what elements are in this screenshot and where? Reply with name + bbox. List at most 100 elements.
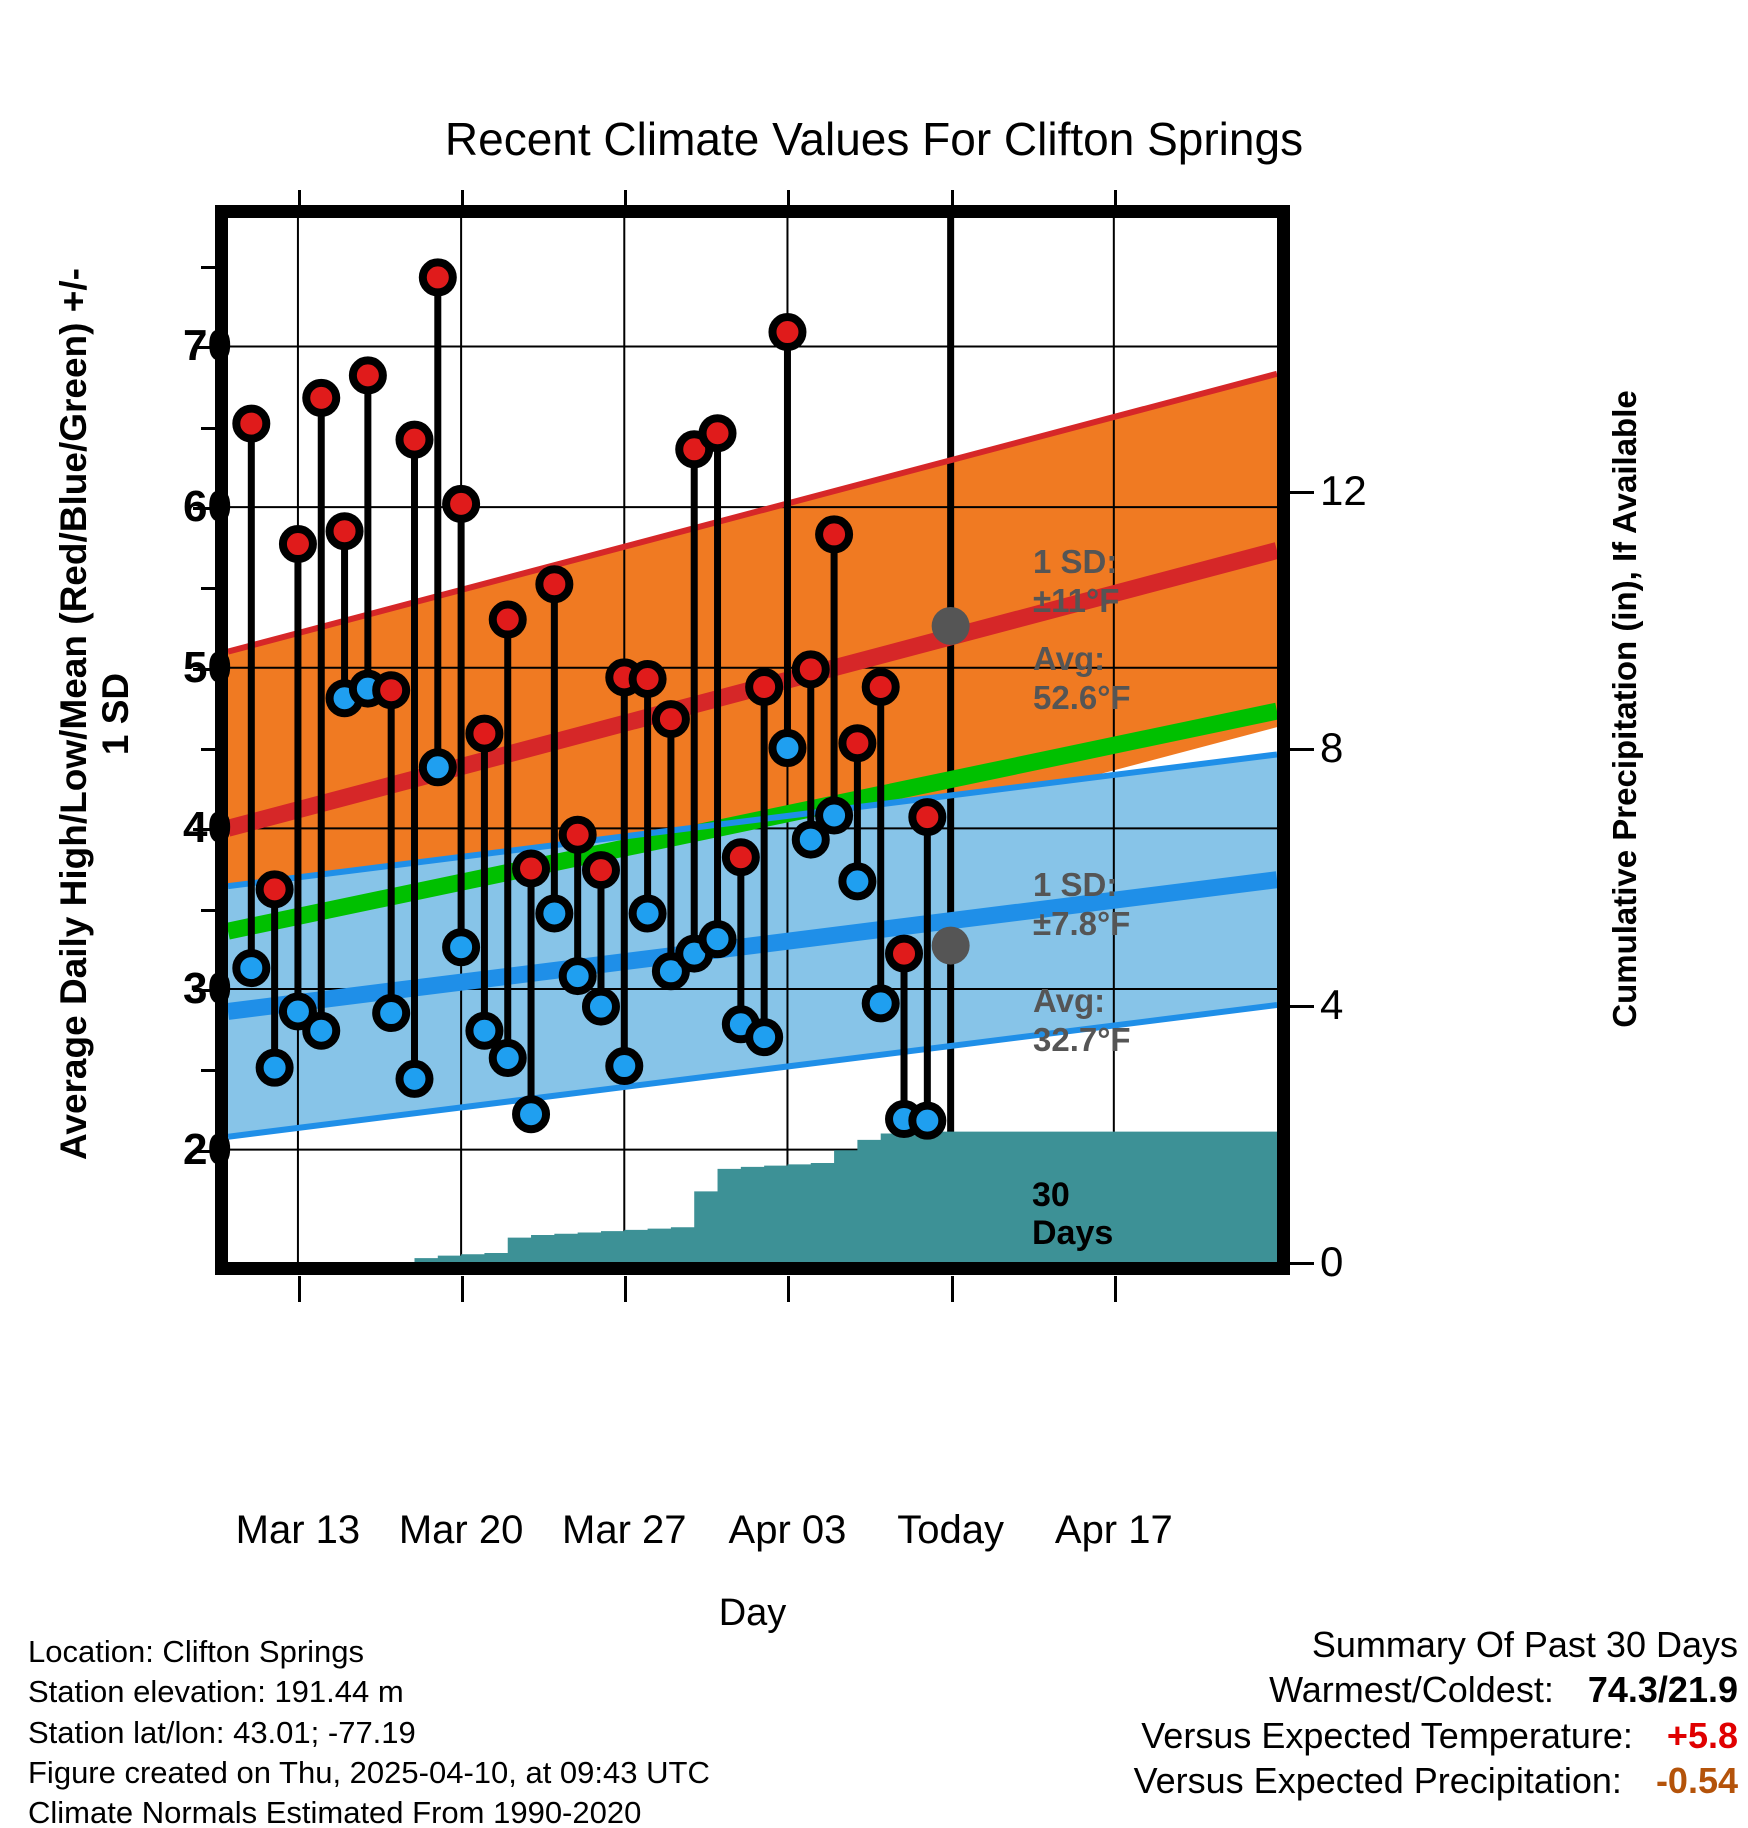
- daily-low-marker: [838, 862, 877, 901]
- daily-low-marker: [278, 992, 317, 1031]
- daily-low-marker: [558, 957, 597, 996]
- y-axis-left-tick-mark: [193, 507, 215, 511]
- daily-high-marker: [581, 851, 620, 890]
- daily-high-marker: [628, 659, 667, 698]
- daily-high-marker: [512, 849, 551, 888]
- y-axis-right-tick-mark: [1290, 1005, 1314, 1008]
- daily-high-marker: [698, 414, 737, 453]
- daily-low-marker: [791, 820, 830, 859]
- summary-heading: Summary Of Past 30 Days: [1311, 1624, 1738, 1665]
- low-avg-annotation: Avg: 32.7°F: [1033, 982, 1131, 1058]
- normal-low-line: [228, 871, 1277, 1020]
- y-axis-left-tick-mark: [193, 988, 215, 992]
- y-axis-left-tick-mark: [193, 346, 215, 350]
- summary-panel: Summary Of Past 30 Days Warmest/Coldest:…: [1134, 1622, 1738, 1803]
- y-axis-left-tick-mark: [193, 1149, 215, 1153]
- today-normal-low-dot: [931, 926, 970, 965]
- x-axis-tick-mark: [950, 1276, 954, 1302]
- station-metadata: Location: Clifton Springs Station elevat…: [28, 1632, 710, 1828]
- daily-low-marker: [628, 894, 667, 933]
- y-axis-left-minor-tick-mark: [201, 908, 215, 912]
- y-axis-left-minor-tick-mark: [201, 748, 215, 752]
- y-axis-right-label: Cumulative Precipitation (in), If Availa…: [1606, 390, 1643, 1028]
- x-axis-top-tick-mark: [461, 190, 465, 216]
- daily-low-marker: [605, 1047, 644, 1086]
- vs-precipitation-label: Versus Expected Precipitation:: [1133, 1760, 1622, 1802]
- y-axis-right-tick-label: 0: [1320, 1238, 1344, 1285]
- x-axis-tick-mark: [297, 1276, 301, 1302]
- y-axis-left-tick-label: 50: [183, 642, 232, 692]
- daily-high-marker: [651, 700, 690, 739]
- daily-high-marker: [908, 798, 947, 837]
- daily-low-marker: [232, 949, 271, 988]
- daily-high-marker: [302, 378, 341, 417]
- daily-low-marker: [488, 1039, 527, 1078]
- daily-high-marker: [861, 667, 900, 706]
- x-axis-tick-mark: [624, 1276, 628, 1302]
- x-axis-tick-label: Mar 20: [398, 1508, 524, 1552]
- x-axis-tick-label: Today: [897, 1508, 1005, 1552]
- x-axis-top-tick-mark: [1113, 190, 1117, 216]
- y-axis-left-minor-tick-mark: [201, 1069, 215, 1073]
- y-axis-right-tick-mark: [1290, 1262, 1314, 1265]
- daily-high-marker: [815, 515, 854, 554]
- y-axis-right-tick-label: 12: [1320, 467, 1367, 515]
- daily-low-marker: [395, 1059, 434, 1098]
- high-band-upper-edge: [228, 370, 1277, 655]
- daily-high-marker: [465, 714, 504, 753]
- y-axis-left-tick-mark: [193, 667, 215, 671]
- daily-low-marker: [418, 748, 457, 787]
- daily-low-marker: [512, 1095, 551, 1134]
- x-axis-tick-mark: [461, 1276, 465, 1302]
- x-axis-top-tick-mark: [297, 190, 301, 216]
- x-axis-top-tick-mark: [950, 190, 954, 216]
- daily-low-marker: [908, 1101, 947, 1140]
- y-axis-left-tick-label: 20: [183, 1124, 232, 1174]
- daily-high-marker: [255, 870, 294, 909]
- y-axis-left-minor-tick-mark: [201, 587, 215, 591]
- cumulative-precipitation-area: [391, 1131, 1277, 1262]
- y-axis-right-tick-label: 4: [1320, 981, 1344, 1028]
- x-axis-tick-label: Mar 27: [562, 1508, 687, 1552]
- daily-low-marker: [302, 1011, 341, 1050]
- plot-frame: [215, 205, 1290, 1275]
- y-axis-left-label: Average Daily High/Low/Mean (Red/Blue/Gr…: [53, 268, 136, 1160]
- plot-area: [228, 218, 1277, 1262]
- low-band-lower-edge: [228, 1002, 1277, 1140]
- daily-high-marker: [721, 838, 760, 877]
- daily-low-marker: [815, 796, 854, 835]
- daily-low-marker: [745, 1018, 784, 1057]
- today-normal-high-dot: [931, 606, 970, 645]
- window-length-annotation: 30 Days: [1032, 1176, 1114, 1253]
- y-axis-left-tick-label: 30: [183, 963, 232, 1013]
- daily-high-marker: [278, 525, 317, 564]
- y-axis-right-tick-mark: [1290, 491, 1314, 495]
- daily-high-marker: [372, 671, 411, 710]
- y-axis-right-tick-mark: [1290, 748, 1314, 752]
- x-axis-tick-label: Mar 13: [235, 1508, 361, 1552]
- metadata-location: Location: Clifton Springs: [28, 1634, 365, 1669]
- daily-low-marker: [861, 984, 900, 1023]
- y-axis-left-minor-tick-mark: [201, 266, 215, 270]
- warmest-coldest-label: Warmest/Coldest:: [1269, 1669, 1554, 1711]
- daily-high-marker: [745, 667, 784, 706]
- daily-high-marker: [232, 404, 271, 443]
- daily-low-marker: [535, 894, 574, 933]
- x-axis-top-tick-mark: [787, 190, 791, 216]
- metadata-normals: Climate Normals Estimated From 1990-2020: [28, 1795, 642, 1828]
- daily-low-marker: [255, 1048, 294, 1087]
- daily-high-marker: [418, 258, 457, 297]
- vs-temperature-label: Versus Expected Temperature:: [1141, 1714, 1633, 1756]
- page-title: Recent Climate Values For Clifton Spring…: [444, 113, 1304, 165]
- metadata-elevation: Station elevation: 191.44 m: [28, 1674, 404, 1710]
- x-axis-top-tick-mark: [624, 190, 628, 216]
- daily-high-marker: [768, 313, 807, 352]
- daily-low-marker: [581, 987, 620, 1026]
- x-axis-tick-mark: [787, 1276, 791, 1302]
- x-axis-label: Day: [718, 1592, 787, 1634]
- summary-vs-temperature: Versus Expected Temperature: +5.8: [1134, 1713, 1738, 1758]
- daily-high-marker: [348, 356, 387, 395]
- warmest-coldest-value: 74.3/21.9: [1587, 1669, 1738, 1711]
- y-axis-right-tick-label: 8: [1320, 724, 1344, 772]
